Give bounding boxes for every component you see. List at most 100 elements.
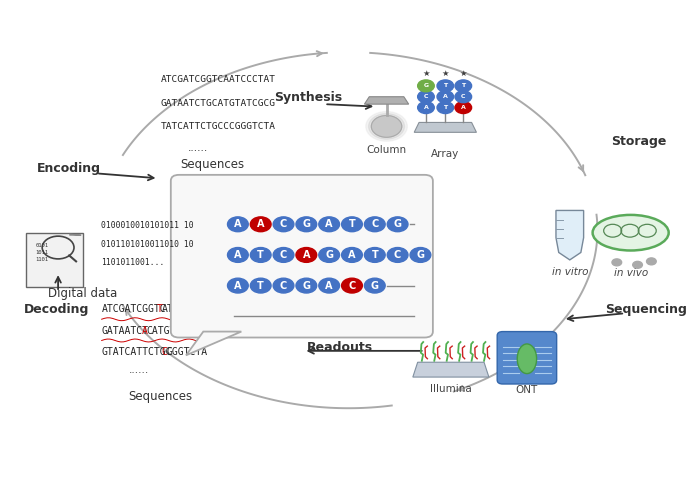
Text: G: G bbox=[326, 250, 333, 260]
Circle shape bbox=[228, 217, 248, 232]
Circle shape bbox=[318, 248, 340, 262]
Circle shape bbox=[342, 217, 363, 232]
Text: CATGTATCGC: CATGTATCGC bbox=[146, 326, 205, 336]
Text: GATAATCT: GATAATCT bbox=[102, 326, 148, 336]
Text: G: G bbox=[371, 280, 379, 290]
Polygon shape bbox=[413, 362, 489, 377]
Text: C: C bbox=[461, 94, 466, 99]
Text: A: A bbox=[326, 220, 333, 230]
Text: C: C bbox=[424, 94, 428, 99]
Circle shape bbox=[342, 278, 363, 293]
Circle shape bbox=[418, 80, 434, 92]
Text: A: A bbox=[424, 105, 428, 110]
Text: A: A bbox=[257, 220, 265, 230]
Text: 1101011001...: 1101011001... bbox=[101, 258, 164, 268]
Text: 0100010010101011 10: 0100010010101011 10 bbox=[101, 221, 194, 230]
FancyBboxPatch shape bbox=[497, 332, 556, 384]
Text: T: T bbox=[443, 105, 447, 110]
Circle shape bbox=[647, 258, 656, 265]
Text: A: A bbox=[234, 250, 241, 260]
Circle shape bbox=[371, 116, 402, 138]
Text: A: A bbox=[326, 190, 333, 200]
Circle shape bbox=[365, 248, 385, 262]
Text: T: T bbox=[349, 220, 356, 230]
Text: T: T bbox=[443, 84, 447, 88]
Circle shape bbox=[273, 278, 294, 293]
Text: GATAATCTGCATGTATCGCG: GATAATCTGCATGTATCGCG bbox=[160, 98, 275, 108]
Text: T: T bbox=[258, 250, 264, 260]
Text: G: G bbox=[416, 250, 424, 260]
Circle shape bbox=[342, 248, 363, 262]
Text: C: C bbox=[371, 220, 379, 230]
Text: ......: ...... bbox=[188, 143, 209, 153]
Circle shape bbox=[633, 262, 643, 268]
Circle shape bbox=[418, 91, 434, 102]
Circle shape bbox=[437, 91, 454, 102]
Ellipse shape bbox=[593, 215, 668, 250]
Text: Sequences: Sequences bbox=[128, 390, 192, 404]
Text: G: G bbox=[424, 84, 428, 88]
Circle shape bbox=[369, 114, 405, 139]
Circle shape bbox=[371, 116, 402, 138]
Text: ATCGATCGGTCAATCCCTAT: ATCGATCGGTCAATCCCTAT bbox=[160, 75, 275, 84]
Text: Insertion: Insertion bbox=[182, 250, 223, 260]
Text: A: A bbox=[326, 280, 333, 290]
Text: A: A bbox=[234, 280, 241, 290]
Circle shape bbox=[251, 278, 271, 293]
Text: C: C bbox=[279, 190, 288, 200]
Text: Substitution: Substitution bbox=[182, 220, 239, 229]
Text: A: A bbox=[141, 326, 148, 336]
Text: A: A bbox=[443, 94, 448, 99]
Text: A: A bbox=[234, 220, 241, 230]
Text: Storage: Storage bbox=[611, 134, 666, 147]
Polygon shape bbox=[556, 210, 584, 260]
Text: A: A bbox=[234, 190, 241, 200]
Text: C: C bbox=[280, 220, 287, 230]
Text: GTATCATTCTGC: GTATCATTCTGC bbox=[102, 347, 172, 357]
Circle shape bbox=[455, 80, 472, 92]
Ellipse shape bbox=[517, 344, 537, 374]
Text: TATCATTCTGCCCGGGTCTA: TATCATTCTGCCCGGGTCTA bbox=[160, 122, 275, 132]
Circle shape bbox=[318, 278, 340, 293]
Text: Readouts: Readouts bbox=[307, 341, 373, 354]
Text: ATCCCTAT: ATCCCTAT bbox=[162, 304, 209, 314]
Circle shape bbox=[365, 278, 385, 293]
Text: Sequences: Sequences bbox=[180, 158, 244, 172]
Text: T: T bbox=[349, 190, 356, 200]
Polygon shape bbox=[365, 96, 409, 104]
Circle shape bbox=[410, 248, 430, 262]
Text: ★: ★ bbox=[422, 68, 430, 78]
Text: T: T bbox=[258, 280, 264, 290]
Text: C: C bbox=[371, 190, 379, 200]
Circle shape bbox=[273, 217, 294, 232]
Text: G: G bbox=[302, 220, 310, 230]
Circle shape bbox=[455, 91, 472, 102]
Text: ★: ★ bbox=[460, 68, 467, 78]
Text: in vivo: in vivo bbox=[613, 268, 648, 278]
Text: Sequencing: Sequencing bbox=[605, 303, 687, 316]
Text: C: C bbox=[162, 347, 167, 357]
Circle shape bbox=[296, 278, 316, 293]
Text: Digital data: Digital data bbox=[48, 287, 117, 300]
Text: T: T bbox=[156, 304, 162, 314]
Circle shape bbox=[251, 217, 271, 232]
Text: C: C bbox=[280, 250, 287, 260]
Text: G: G bbox=[302, 190, 311, 200]
Circle shape bbox=[387, 248, 408, 262]
Text: Synthesis: Synthesis bbox=[274, 91, 342, 104]
FancyBboxPatch shape bbox=[27, 232, 83, 287]
Text: A: A bbox=[348, 250, 356, 260]
Text: A: A bbox=[302, 250, 310, 260]
Circle shape bbox=[251, 248, 271, 262]
Text: Encoding: Encoding bbox=[36, 162, 101, 175]
Text: GGGTCTA: GGGTCTA bbox=[167, 347, 207, 357]
Text: Decoding: Decoding bbox=[24, 303, 90, 316]
Text: 0101
1011
1101: 0101 1011 1101 bbox=[35, 244, 48, 262]
Circle shape bbox=[437, 102, 454, 114]
Circle shape bbox=[228, 248, 248, 262]
Circle shape bbox=[296, 217, 316, 232]
Text: Type of errors: Type of errors bbox=[260, 318, 343, 328]
Circle shape bbox=[365, 217, 385, 232]
Circle shape bbox=[366, 112, 407, 141]
Text: G: G bbox=[393, 190, 402, 200]
